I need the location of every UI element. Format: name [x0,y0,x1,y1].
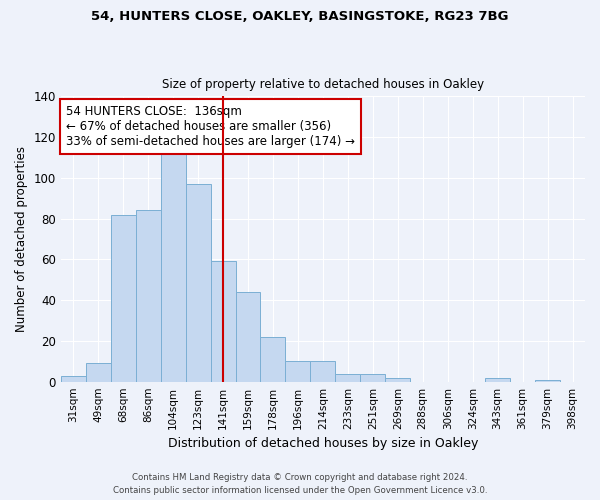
Bar [286,362,310,382]
Bar [310,362,335,382]
Text: 54 HUNTERS CLOSE:  136sqm
← 67% of detached houses are smaller (356)
33% of semi: 54 HUNTERS CLOSE: 136sqm ← 67% of detach… [66,105,355,148]
Bar [236,292,260,382]
Bar [111,214,136,382]
Bar [136,210,161,382]
Y-axis label: Number of detached properties: Number of detached properties [15,146,28,332]
Bar [185,184,211,382]
Bar [211,262,236,382]
X-axis label: Distribution of detached houses by size in Oakley: Distribution of detached houses by size … [168,437,478,450]
Bar [61,376,86,382]
Bar [260,337,286,382]
Title: Size of property relative to detached houses in Oakley: Size of property relative to detached ho… [162,78,484,91]
Bar [335,374,361,382]
Bar [535,380,560,382]
Text: 54, HUNTERS CLOSE, OAKLEY, BASINGSTOKE, RG23 7BG: 54, HUNTERS CLOSE, OAKLEY, BASINGSTOKE, … [91,10,509,23]
Bar [161,148,185,382]
Bar [385,378,410,382]
Bar [86,364,111,382]
Text: Contains HM Land Registry data © Crown copyright and database right 2024.
Contai: Contains HM Land Registry data © Crown c… [113,474,487,495]
Bar [485,378,510,382]
Bar [361,374,385,382]
